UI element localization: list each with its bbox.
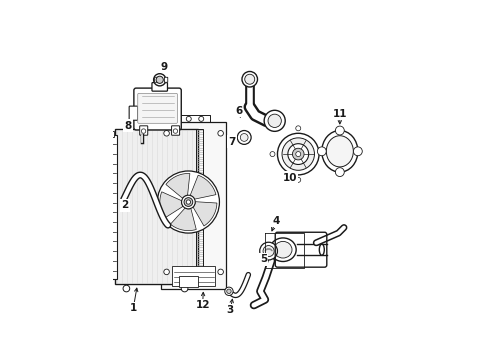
Ellipse shape	[322, 131, 358, 172]
Circle shape	[260, 242, 277, 260]
Circle shape	[263, 246, 274, 257]
Circle shape	[227, 289, 231, 293]
Circle shape	[242, 72, 258, 87]
Bar	[110, 131, 114, 138]
FancyBboxPatch shape	[129, 106, 138, 120]
Ellipse shape	[326, 136, 353, 167]
Polygon shape	[166, 174, 190, 198]
Bar	[196, 129, 203, 284]
Polygon shape	[193, 202, 217, 226]
FancyBboxPatch shape	[152, 82, 168, 91]
Circle shape	[173, 129, 178, 133]
Text: 6: 6	[235, 106, 242, 116]
Ellipse shape	[274, 242, 292, 258]
Ellipse shape	[270, 238, 296, 261]
Circle shape	[245, 74, 255, 84]
FancyBboxPatch shape	[134, 88, 181, 130]
FancyBboxPatch shape	[154, 77, 158, 82]
Circle shape	[225, 287, 233, 296]
Text: 12: 12	[196, 300, 210, 310]
Circle shape	[237, 131, 251, 144]
Circle shape	[164, 269, 170, 275]
Polygon shape	[160, 192, 183, 218]
Text: 8: 8	[124, 121, 131, 131]
Circle shape	[335, 168, 344, 176]
Text: 11: 11	[333, 109, 347, 119]
Circle shape	[199, 116, 204, 121]
Circle shape	[181, 285, 188, 292]
Circle shape	[296, 152, 301, 157]
Polygon shape	[190, 175, 216, 199]
FancyBboxPatch shape	[172, 126, 180, 135]
Circle shape	[353, 147, 362, 156]
Circle shape	[218, 269, 223, 275]
Circle shape	[264, 110, 285, 131]
FancyBboxPatch shape	[138, 93, 177, 123]
Circle shape	[141, 129, 146, 133]
Bar	[172, 266, 215, 286]
Circle shape	[268, 114, 281, 127]
Circle shape	[335, 126, 344, 135]
Text: 5: 5	[260, 255, 267, 264]
Polygon shape	[171, 208, 196, 231]
Bar	[161, 122, 226, 288]
Circle shape	[186, 116, 191, 121]
Text: 3: 3	[227, 305, 234, 315]
Text: 10: 10	[283, 173, 297, 183]
Circle shape	[154, 74, 166, 86]
Circle shape	[182, 195, 195, 209]
Ellipse shape	[319, 244, 324, 255]
Circle shape	[218, 131, 223, 136]
Circle shape	[282, 138, 315, 170]
Text: 1: 1	[130, 303, 137, 313]
Text: 7: 7	[228, 136, 235, 147]
Circle shape	[296, 177, 301, 183]
Circle shape	[277, 133, 319, 175]
Bar	[179, 276, 198, 287]
Circle shape	[288, 144, 309, 165]
Circle shape	[123, 285, 130, 292]
Circle shape	[318, 147, 326, 156]
Bar	[108, 135, 117, 279]
Circle shape	[270, 152, 275, 157]
Circle shape	[296, 126, 301, 131]
Circle shape	[321, 152, 326, 157]
Circle shape	[156, 76, 163, 84]
Text: 4: 4	[272, 216, 280, 226]
Circle shape	[157, 171, 220, 233]
FancyBboxPatch shape	[165, 77, 168, 82]
Circle shape	[164, 131, 170, 136]
Circle shape	[293, 148, 304, 160]
Bar	[115, 129, 198, 284]
FancyBboxPatch shape	[140, 126, 147, 135]
Circle shape	[186, 200, 191, 204]
Circle shape	[240, 134, 248, 141]
Text: 9: 9	[160, 62, 168, 72]
Text: 2: 2	[122, 201, 128, 210]
Bar	[115, 129, 198, 284]
Circle shape	[184, 198, 193, 206]
